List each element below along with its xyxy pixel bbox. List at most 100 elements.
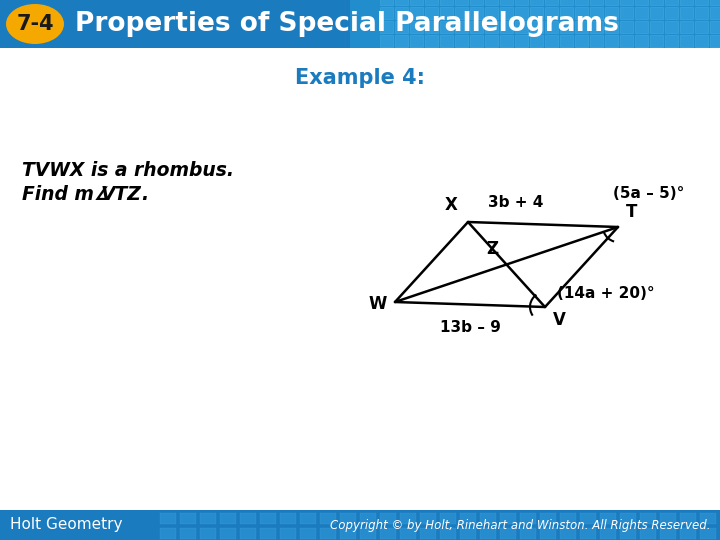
Bar xyxy=(410,21,423,33)
Bar xyxy=(605,35,618,47)
Bar xyxy=(455,35,468,47)
Bar xyxy=(680,513,696,524)
Bar xyxy=(440,7,453,19)
Bar xyxy=(280,513,296,524)
Bar xyxy=(470,0,483,5)
Bar xyxy=(425,7,438,19)
Bar xyxy=(485,0,498,5)
Bar xyxy=(410,7,423,19)
Bar xyxy=(380,21,393,33)
Bar xyxy=(380,7,393,19)
Bar xyxy=(455,0,468,5)
Bar xyxy=(650,35,663,47)
Bar xyxy=(380,0,393,5)
Text: Z: Z xyxy=(487,240,498,259)
Bar xyxy=(660,528,676,539)
Bar xyxy=(220,528,236,539)
Bar xyxy=(300,513,316,524)
Bar xyxy=(340,528,356,539)
Bar xyxy=(540,528,556,539)
Bar xyxy=(620,21,633,33)
Bar xyxy=(620,528,636,539)
Bar xyxy=(590,35,603,47)
Bar xyxy=(460,513,476,524)
Bar xyxy=(380,35,393,47)
Bar xyxy=(605,0,618,5)
Text: Find m∠: Find m∠ xyxy=(22,185,111,204)
Bar xyxy=(470,21,483,33)
Bar xyxy=(0,510,720,540)
Text: 13b – 9: 13b – 9 xyxy=(440,321,500,335)
Text: TVWX is a rhombus.: TVWX is a rhombus. xyxy=(22,160,234,179)
Bar xyxy=(400,513,416,524)
Bar xyxy=(440,21,453,33)
Bar xyxy=(665,21,678,33)
Bar xyxy=(530,21,543,33)
Bar xyxy=(540,513,556,524)
Bar xyxy=(680,7,693,19)
Bar xyxy=(620,7,633,19)
Bar xyxy=(590,21,603,33)
Bar xyxy=(545,35,558,47)
Bar xyxy=(455,21,468,33)
Text: 7-4: 7-4 xyxy=(16,14,54,34)
Bar xyxy=(710,35,720,47)
Bar xyxy=(425,21,438,33)
Bar xyxy=(520,513,536,524)
Bar xyxy=(560,513,576,524)
Bar xyxy=(605,7,618,19)
Bar xyxy=(515,35,528,47)
Bar xyxy=(580,513,596,524)
Bar xyxy=(700,528,716,539)
Bar xyxy=(640,528,656,539)
Bar xyxy=(0,0,720,48)
Bar xyxy=(485,7,498,19)
Bar xyxy=(640,513,656,524)
Bar xyxy=(350,0,720,48)
Bar xyxy=(340,513,356,524)
Bar xyxy=(665,7,678,19)
Bar xyxy=(545,0,558,5)
Text: Copyright © by Holt, Rinehart and Winston. All Rights Reserved.: Copyright © by Holt, Rinehart and Winsto… xyxy=(330,518,710,531)
Bar xyxy=(545,21,558,33)
Bar xyxy=(695,7,708,19)
Bar xyxy=(650,21,663,33)
Bar xyxy=(530,7,543,19)
Bar xyxy=(560,0,573,5)
Bar xyxy=(220,513,236,524)
Bar xyxy=(560,35,573,47)
Bar xyxy=(635,35,648,47)
Text: 3b + 4: 3b + 4 xyxy=(488,195,544,210)
Text: X: X xyxy=(445,196,458,214)
Bar xyxy=(575,21,588,33)
Bar xyxy=(480,513,496,524)
Bar xyxy=(485,21,498,33)
Bar xyxy=(695,35,708,47)
Bar xyxy=(395,35,408,47)
Bar xyxy=(520,528,536,539)
Bar xyxy=(650,7,663,19)
Bar xyxy=(400,528,416,539)
Bar xyxy=(500,513,516,524)
Bar xyxy=(605,21,618,33)
Bar xyxy=(320,513,336,524)
Bar xyxy=(710,21,720,33)
Bar xyxy=(530,0,543,5)
Bar xyxy=(710,7,720,19)
Bar xyxy=(500,7,513,19)
Bar xyxy=(260,528,276,539)
Bar xyxy=(590,0,603,5)
Bar xyxy=(420,513,436,524)
Bar xyxy=(665,35,678,47)
Bar xyxy=(560,528,576,539)
Bar xyxy=(200,528,216,539)
Bar xyxy=(500,0,513,5)
Ellipse shape xyxy=(6,4,64,44)
Text: .: . xyxy=(141,185,148,204)
Bar xyxy=(500,21,513,33)
Bar xyxy=(470,35,483,47)
Bar xyxy=(500,528,516,539)
Bar xyxy=(410,35,423,47)
Bar xyxy=(360,513,376,524)
Bar xyxy=(280,528,296,539)
